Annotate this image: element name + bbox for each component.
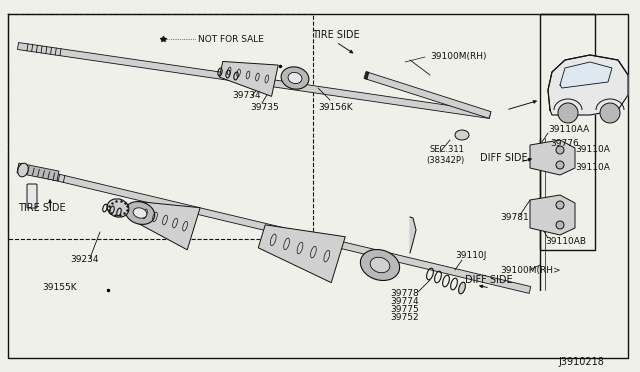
Text: J3910218: J3910218 [558, 357, 604, 367]
Text: DIFF SIDE: DIFF SIDE [465, 275, 513, 285]
Ellipse shape [556, 161, 564, 169]
Text: 39775: 39775 [390, 305, 419, 314]
Polygon shape [410, 217, 416, 253]
Text: 39776: 39776 [550, 138, 579, 148]
Ellipse shape [556, 146, 564, 154]
Text: NOT FOR SALE: NOT FOR SALE [198, 35, 264, 44]
Circle shape [558, 103, 578, 123]
Text: 39110A: 39110A [575, 164, 610, 173]
Ellipse shape [125, 202, 155, 224]
Polygon shape [17, 163, 59, 181]
Ellipse shape [281, 67, 309, 89]
Polygon shape [220, 61, 278, 96]
Polygon shape [364, 72, 491, 118]
Text: 39781: 39781 [500, 214, 529, 222]
Ellipse shape [18, 163, 28, 177]
Text: 39752: 39752 [390, 314, 419, 323]
Text: DIFF SIDE: DIFF SIDE [480, 153, 527, 163]
Text: 39110A: 39110A [575, 145, 610, 154]
Ellipse shape [360, 250, 399, 280]
Ellipse shape [459, 282, 465, 294]
Polygon shape [530, 195, 575, 235]
Ellipse shape [556, 201, 564, 209]
Polygon shape [548, 55, 628, 115]
Text: TIRE SIDE: TIRE SIDE [18, 203, 66, 213]
Text: 39100M(RH): 39100M(RH) [430, 52, 486, 61]
Text: 39778: 39778 [390, 289, 419, 298]
Polygon shape [17, 164, 531, 294]
Ellipse shape [455, 130, 469, 140]
Text: 39734: 39734 [232, 90, 260, 99]
Text: 39100M(RH>: 39100M(RH> [500, 266, 561, 275]
Text: 39735: 39735 [250, 103, 279, 112]
Text: 39155K: 39155K [42, 283, 77, 292]
Polygon shape [258, 225, 345, 283]
Text: 39156K: 39156K [318, 103, 353, 112]
Circle shape [600, 103, 620, 123]
Ellipse shape [133, 208, 147, 218]
Polygon shape [530, 140, 575, 175]
Ellipse shape [288, 73, 302, 84]
Text: 39110AB: 39110AB [545, 237, 586, 247]
Ellipse shape [107, 199, 129, 217]
Text: 39110AA: 39110AA [548, 125, 589, 135]
Text: 39774: 39774 [390, 298, 419, 307]
Polygon shape [560, 62, 612, 88]
Text: SEC.311: SEC.311 [430, 145, 465, 154]
Text: 39234: 39234 [70, 256, 99, 264]
Text: (38342P): (38342P) [426, 155, 464, 164]
Text: 39110J: 39110J [455, 251, 486, 260]
Ellipse shape [370, 257, 390, 273]
Polygon shape [17, 42, 490, 118]
FancyBboxPatch shape [27, 184, 37, 208]
Polygon shape [133, 202, 200, 250]
Bar [8, 14, 313, 239]
Text: TIRE SIDE: TIRE SIDE [312, 30, 360, 40]
Ellipse shape [556, 221, 564, 229]
